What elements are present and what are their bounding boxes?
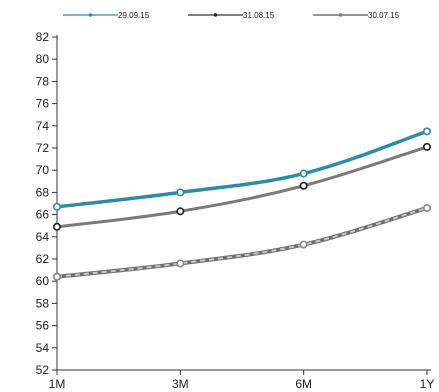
y-tick-label: 52 [36,363,50,377]
data-point [176,259,185,268]
series-layer [52,127,431,281]
y-tick-label: 64 [36,230,50,244]
y-tick-label: 78 [36,74,50,88]
y-tick-label: 54 [36,341,50,355]
y-tick-label: 82 [36,30,50,44]
x-tick-label: 3M [172,377,189,391]
y-tick-label: 62 [36,252,50,266]
legend-label: 31.08.15 [243,11,275,20]
x-tick-label: 1M [49,377,66,391]
legend-swatch-marker [338,13,343,17]
series-31-08-15 [52,142,431,231]
series-line [56,206,428,278]
y-axis: 52 54 56 58 60 62 64 66 68 70 72 74 76 78 80 82 [36,30,58,377]
legend: 29.09.15 31.08.15 30.07.15 [63,11,400,20]
data-point [422,142,431,151]
y-tick-label: 66 [36,208,50,222]
y-tick-label: 74 [36,119,50,133]
y-tick-label: 68 [36,185,50,199]
series-line [55,129,429,209]
data-point [52,222,61,231]
x-tick-label: 6M [295,377,312,391]
legend-label: 30.07.15 [368,11,400,20]
data-point [299,240,308,249]
data-point [52,202,61,211]
y-tick-label: 76 [36,97,50,111]
data-point [52,272,61,281]
y-tick-label: 80 [36,52,50,66]
data-point [422,203,431,212]
y-tick-label: 60 [36,274,50,288]
x-tick-label: 1Y [420,377,435,391]
legend-label: 29.09.15 [118,11,150,20]
legend-swatch-marker [213,13,218,17]
y-tick-label: 72 [36,141,50,155]
series-line [55,145,429,229]
y-tick-label: 70 [36,163,50,177]
legend-item: 30.07.15 [313,11,400,20]
legend-item: 29.09.15 [63,11,150,20]
data-point [422,127,431,136]
series-line-base [55,205,429,279]
data-point [176,188,185,197]
y-tick-label: 56 [36,319,50,333]
x-axis: 1M 3M 6M 1Y [49,369,435,391]
data-point [299,181,308,190]
data-point [299,169,308,178]
series-30-07-15 [52,203,431,281]
y-tick-label: 58 [36,296,50,310]
series-29-09-15 [52,127,431,211]
legend-swatch-marker [88,13,93,17]
legend-item: 31.08.15 [188,11,275,20]
data-point [176,207,185,216]
